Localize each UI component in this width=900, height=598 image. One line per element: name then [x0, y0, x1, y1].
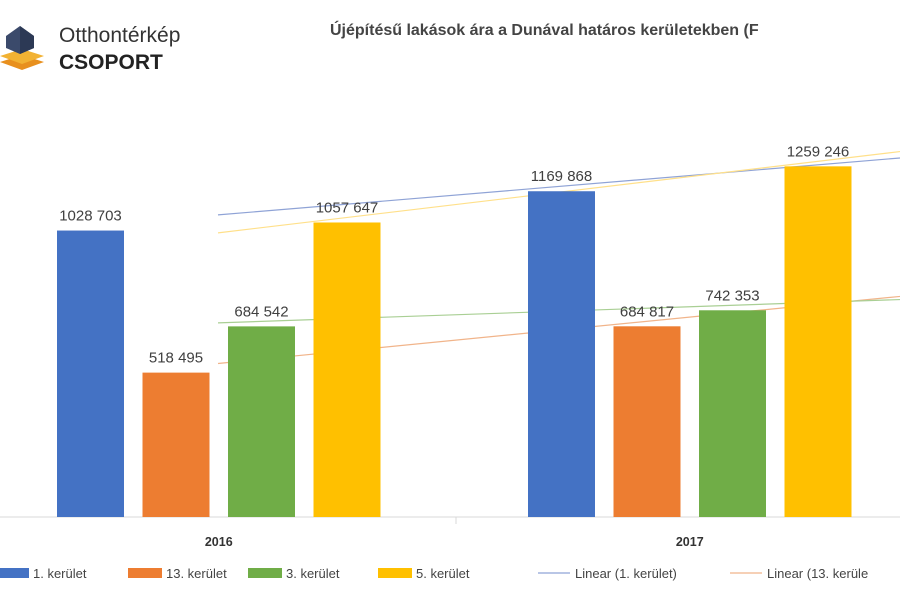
data-label-2016-4: 1057 647 — [316, 199, 379, 216]
legend-item-series-3-label: 3. kerület — [286, 566, 340, 581]
chart-title: Újépítésű lakások ára a Dunával határos … — [330, 20, 759, 39]
category-label-2017: 2017 — [676, 535, 704, 549]
data-label-2017-1: 1169 868 — [531, 168, 592, 185]
legend-item-trend-1: Linear (1. kerület) — [538, 566, 677, 581]
legend-item-series-2: 13. kerület — [128, 566, 227, 581]
bar-2017-1 — [528, 191, 595, 517]
bar-2017-4 — [784, 166, 852, 517]
legend-item-series-4: 5. kerület — [378, 566, 470, 581]
legend-item-series-4-swatch — [378, 568, 412, 578]
bar-2016-1 — [57, 230, 124, 517]
bars — [57, 166, 852, 517]
house-icon — [0, 26, 44, 70]
legend-item-trend-2-label: Linear (13. kerüle — [767, 566, 868, 581]
legend-item-series-3: 3. kerület — [248, 566, 340, 581]
legend-item-trend-1-label: Linear (1. kerület) — [575, 566, 677, 581]
legend-item-series-2-swatch — [128, 568, 162, 578]
bar-2016-4 — [313, 222, 381, 517]
logo-line1: Otthontérkép — [59, 24, 180, 47]
bar-2016-2 — [142, 372, 210, 517]
legend-item-series-1-swatch — [0, 568, 29, 578]
data-labels: 1028 703 518 495 684 542 1057 647 1169 868 68… — [59, 143, 849, 366]
category-labels: 2016 2017 — [205, 535, 704, 549]
legend-item-series-3-swatch — [248, 568, 282, 578]
bar-2017-2 — [613, 326, 681, 517]
data-label-2016-2: 518 495 — [149, 350, 203, 367]
data-label-2017-3: 742 353 — [705, 287, 759, 304]
bar-2016-3 — [228, 326, 295, 517]
legend-item-series-4-label: 5. kerület — [416, 566, 470, 581]
data-label-2016-1: 1028 703 — [59, 208, 122, 225]
legend-item-series-1-label: 1. kerület — [33, 566, 87, 581]
legend-item-trend-2: Linear (13. kerüle — [730, 566, 868, 581]
category-label-2016: 2016 — [205, 535, 233, 549]
legend-item-series-1: 1. kerület — [0, 566, 87, 581]
legend: 1. kerület 13. kerület 3. kerület 5. kerüle… — [0, 566, 868, 581]
logo-line2: CSOPORT — [59, 51, 163, 74]
data-label-2017-4: 1259 246 — [787, 143, 850, 160]
logo: Otthontérkép CSOPORT — [0, 24, 180, 74]
data-label-2016-3: 684 542 — [234, 303, 288, 320]
data-label-2017-2: 684 817 — [620, 303, 674, 320]
legend-item-series-2-label: 13. kerület — [166, 566, 227, 581]
bar-2017-3 — [699, 310, 766, 517]
